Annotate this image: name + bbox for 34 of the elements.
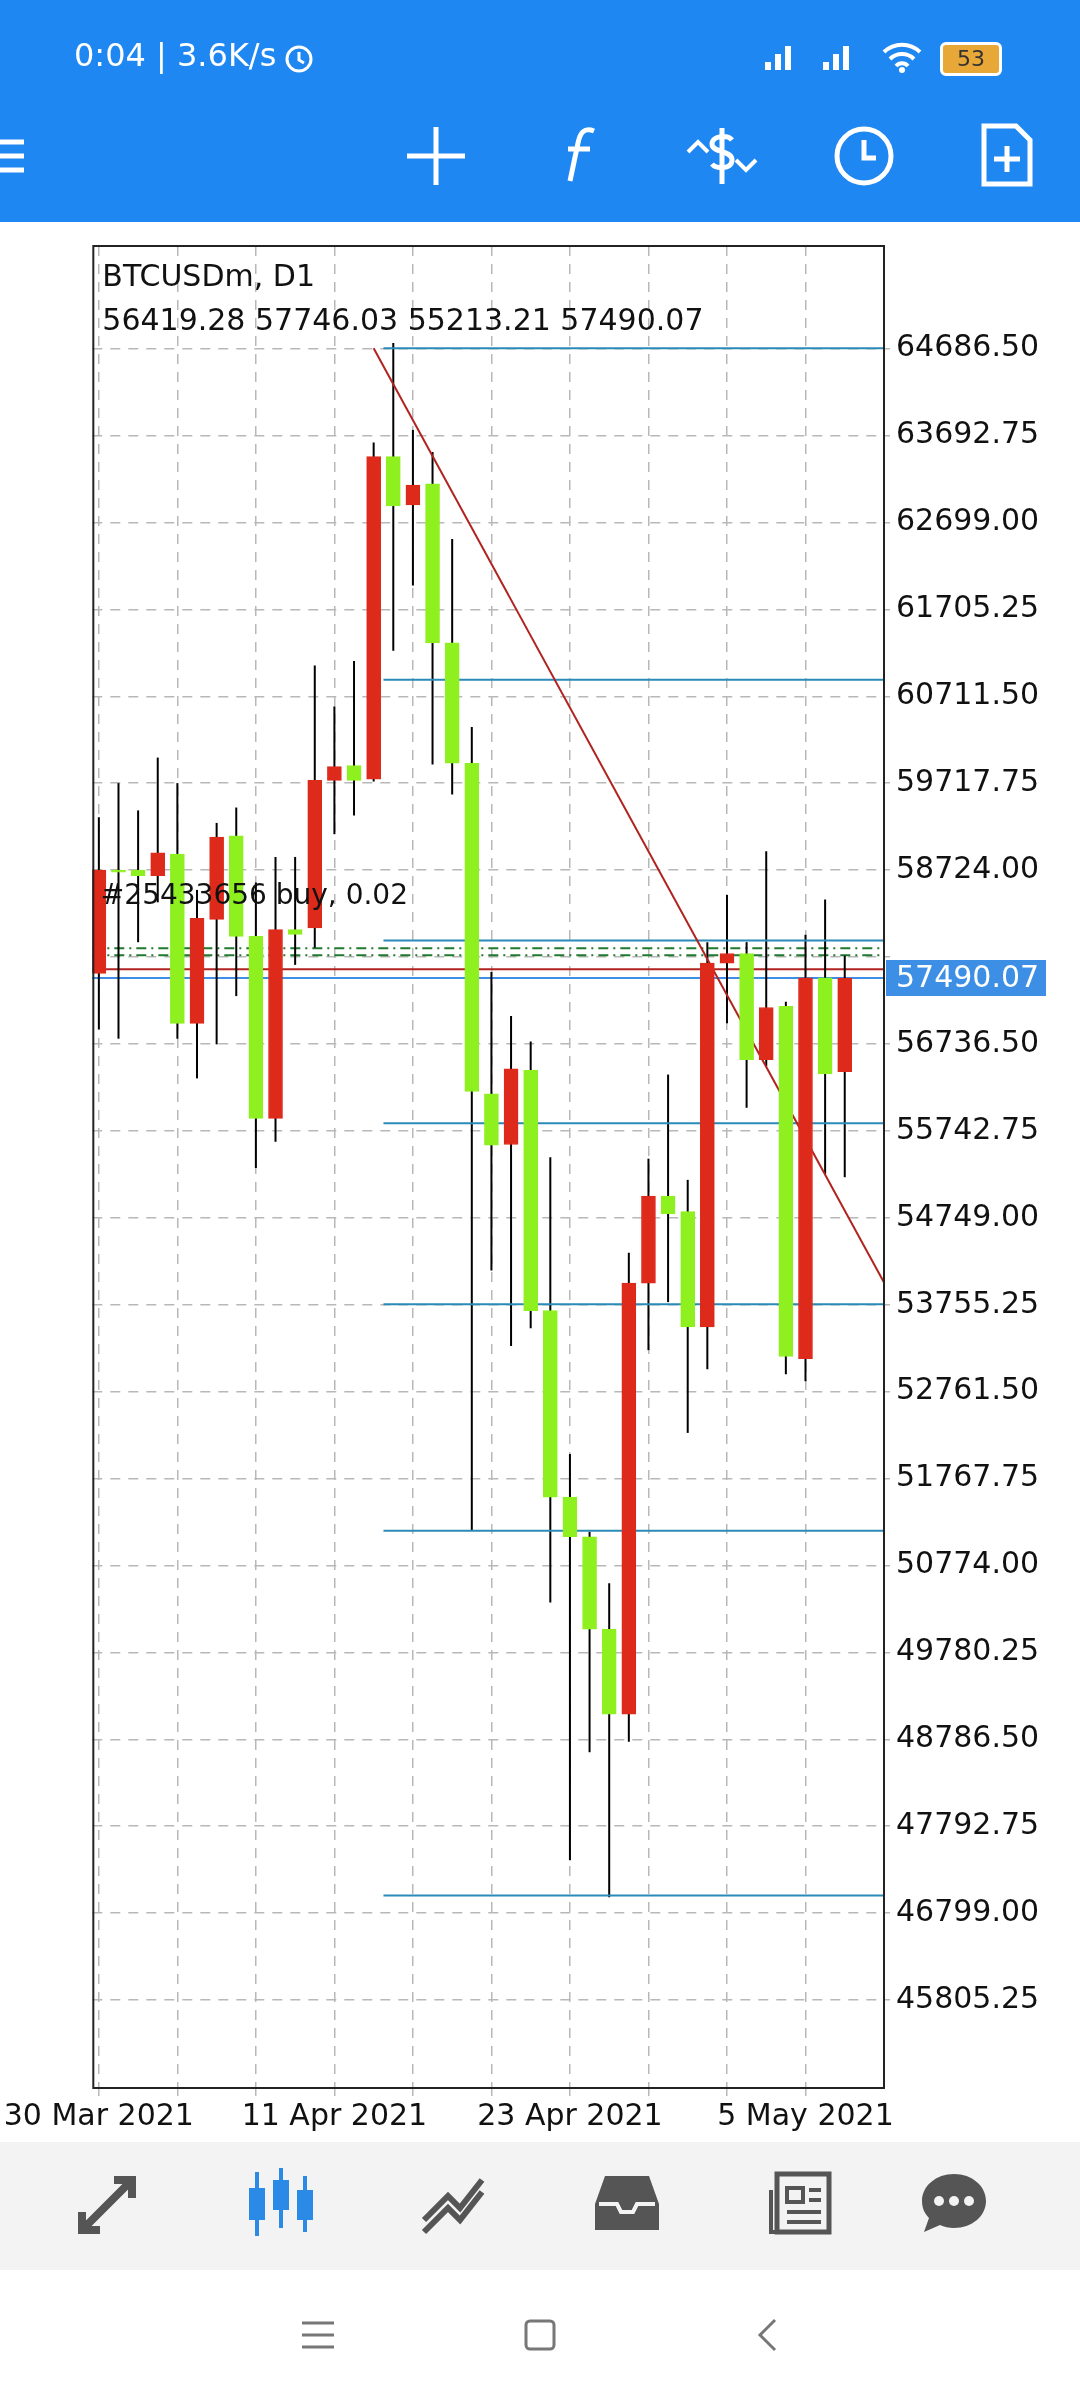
y-tick-label: 55742.75 xyxy=(896,1110,1040,1146)
y-tick-label: 64686.50 xyxy=(896,328,1040,364)
text: 0:04 | 3.6K/s xyxy=(74,36,277,74)
candlestick xyxy=(346,660,362,817)
y-tick-label: 61705.25 xyxy=(896,589,1040,625)
y-tick-label: 62699.00 xyxy=(896,502,1040,538)
x-tick-label: 23 Apr 2021 xyxy=(477,2096,663,2132)
candlestick xyxy=(660,1073,676,1304)
x-tick-label: 30 Mar 2021 xyxy=(3,2096,194,2132)
battery-icon: 53 xyxy=(940,42,1002,76)
ref-line-label: 57490.07 xyxy=(896,958,1040,994)
y-tick-label: 51767.75 xyxy=(896,1458,1040,1494)
y-tick-label: 52761.50 xyxy=(896,1371,1040,1407)
y-tick-label: 59717.75 xyxy=(896,763,1040,799)
text: 56419.28 57746.03 55213.21 57490.07 xyxy=(102,302,704,337)
candlestick xyxy=(327,705,342,836)
y-tick-label: 47792.75 xyxy=(896,1806,1040,1842)
y-tick-label: 53755.25 xyxy=(896,1284,1040,1320)
y-tick-label: 63692.75 xyxy=(896,415,1040,451)
x-tick-label: 11 Apr 2021 xyxy=(241,2096,428,2132)
chart-title: BTCUSDm, D1 xyxy=(102,258,315,293)
y-tick-label: 56736.50 xyxy=(896,1023,1040,1059)
y-tick-label: 54749.00 xyxy=(896,1197,1040,1233)
y-tick-label: 48786.50 xyxy=(896,1719,1040,1755)
y-tick-label: 58724.00 xyxy=(896,849,1040,885)
candlestick xyxy=(562,1453,578,1862)
x-tick-label: 5 May 2021 xyxy=(717,2096,894,2132)
y-tick-label: 49780.25 xyxy=(896,1632,1040,1668)
y-tick-label: 50774.00 xyxy=(896,1545,1040,1581)
candlestick xyxy=(719,893,735,1025)
y-tick-label: 45805.25 xyxy=(896,1979,1040,2015)
y-tick-label: 46799.00 xyxy=(896,1892,1040,1928)
y-tick-label: 60711.50 xyxy=(896,676,1040,712)
candlestick xyxy=(405,428,421,587)
